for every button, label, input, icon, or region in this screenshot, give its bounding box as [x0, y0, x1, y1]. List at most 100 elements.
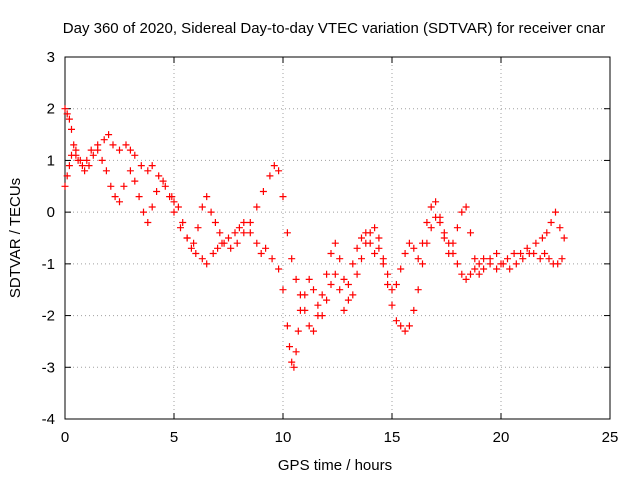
data-point [504, 255, 511, 263]
data-point [379, 255, 387, 263]
data-point [140, 208, 147, 216]
data-point [296, 291, 304, 299]
data-point [560, 234, 568, 242]
data-point [462, 203, 470, 211]
data-point [126, 167, 134, 175]
data-point [144, 167, 152, 175]
data-point [83, 156, 91, 164]
data-point [538, 234, 546, 242]
data-point [547, 219, 555, 226]
data-point [203, 193, 211, 201]
data-point [161, 182, 169, 190]
data-point [94, 146, 102, 154]
data-point [286, 343, 293, 351]
data-point [405, 239, 413, 247]
series-2 [61, 146, 568, 335]
data-point [183, 234, 191, 242]
data-point [423, 219, 431, 226]
data-point [63, 172, 71, 180]
data-point [419, 260, 426, 268]
data-point [480, 265, 488, 273]
data-point [340, 306, 348, 314]
data-point [414, 255, 422, 263]
data-point [349, 260, 357, 268]
data-point [275, 265, 283, 273]
data-point [305, 275, 313, 283]
data-point [525, 250, 533, 257]
data-point [87, 146, 95, 154]
y-tick-label: -4 [42, 411, 55, 428]
data-point [471, 265, 479, 273]
data-point [233, 239, 241, 247]
data-point [116, 146, 123, 154]
data-point [523, 244, 531, 252]
data-point [310, 327, 317, 335]
data-point [519, 255, 527, 263]
data-point [68, 125, 75, 133]
y-tick-label: 2 [47, 101, 55, 118]
data-point [290, 363, 298, 371]
data-point [111, 193, 119, 201]
data-point [65, 115, 73, 123]
data-point [159, 177, 167, 185]
data-point [120, 182, 128, 190]
data-point [384, 281, 392, 288]
data-point [314, 301, 322, 309]
data-point [179, 219, 187, 226]
x-tick-label: 25 [602, 429, 619, 446]
data-point [392, 281, 400, 288]
data-point [414, 286, 422, 294]
data-point [190, 239, 198, 247]
data-point [397, 265, 405, 273]
data-point [78, 162, 86, 170]
y-tick-label: 0 [47, 204, 55, 221]
data-point [177, 224, 184, 232]
axis-ticks [64, 56, 611, 420]
chart-title: Day 360 of 2020, Sidereal Day-to-day VTE… [63, 20, 605, 37]
data-point [192, 250, 200, 257]
data-point [279, 193, 287, 201]
data-point [432, 198, 440, 206]
y-tick-label: -1 [42, 256, 55, 273]
data-point [558, 255, 566, 263]
data-point [458, 208, 466, 216]
data-point [512, 260, 520, 268]
data-point [137, 162, 145, 170]
data-point [89, 151, 97, 159]
data-point [388, 301, 396, 309]
data-point [102, 167, 110, 175]
data-point [275, 167, 283, 175]
data-point [327, 281, 335, 288]
data-point [148, 203, 156, 211]
data-point [554, 260, 562, 268]
data-point [453, 224, 461, 232]
data-point [445, 250, 453, 257]
data-point [268, 255, 276, 263]
data-point [371, 224, 379, 232]
data-point [436, 213, 444, 221]
x-tick-label: 5 [170, 429, 178, 446]
data-point [63, 110, 71, 118]
data-point [401, 250, 409, 257]
data-point [292, 275, 300, 283]
data-point [144, 219, 152, 226]
data-point [493, 265, 501, 273]
data-point [240, 219, 248, 226]
data-point [552, 208, 559, 216]
data-point [198, 203, 206, 211]
data-point [283, 229, 291, 237]
data-point [471, 255, 479, 263]
data-point [153, 188, 161, 195]
data-point [475, 270, 483, 278]
data-point [235, 224, 243, 232]
data-point [453, 260, 461, 268]
data-point [155, 172, 163, 180]
data-point [227, 244, 235, 252]
data-point [358, 234, 365, 242]
data-point [131, 177, 139, 185]
data-point [462, 275, 470, 283]
data-point [207, 208, 215, 216]
data-point [203, 260, 211, 268]
data-point [310, 286, 317, 294]
data-point [76, 156, 84, 164]
